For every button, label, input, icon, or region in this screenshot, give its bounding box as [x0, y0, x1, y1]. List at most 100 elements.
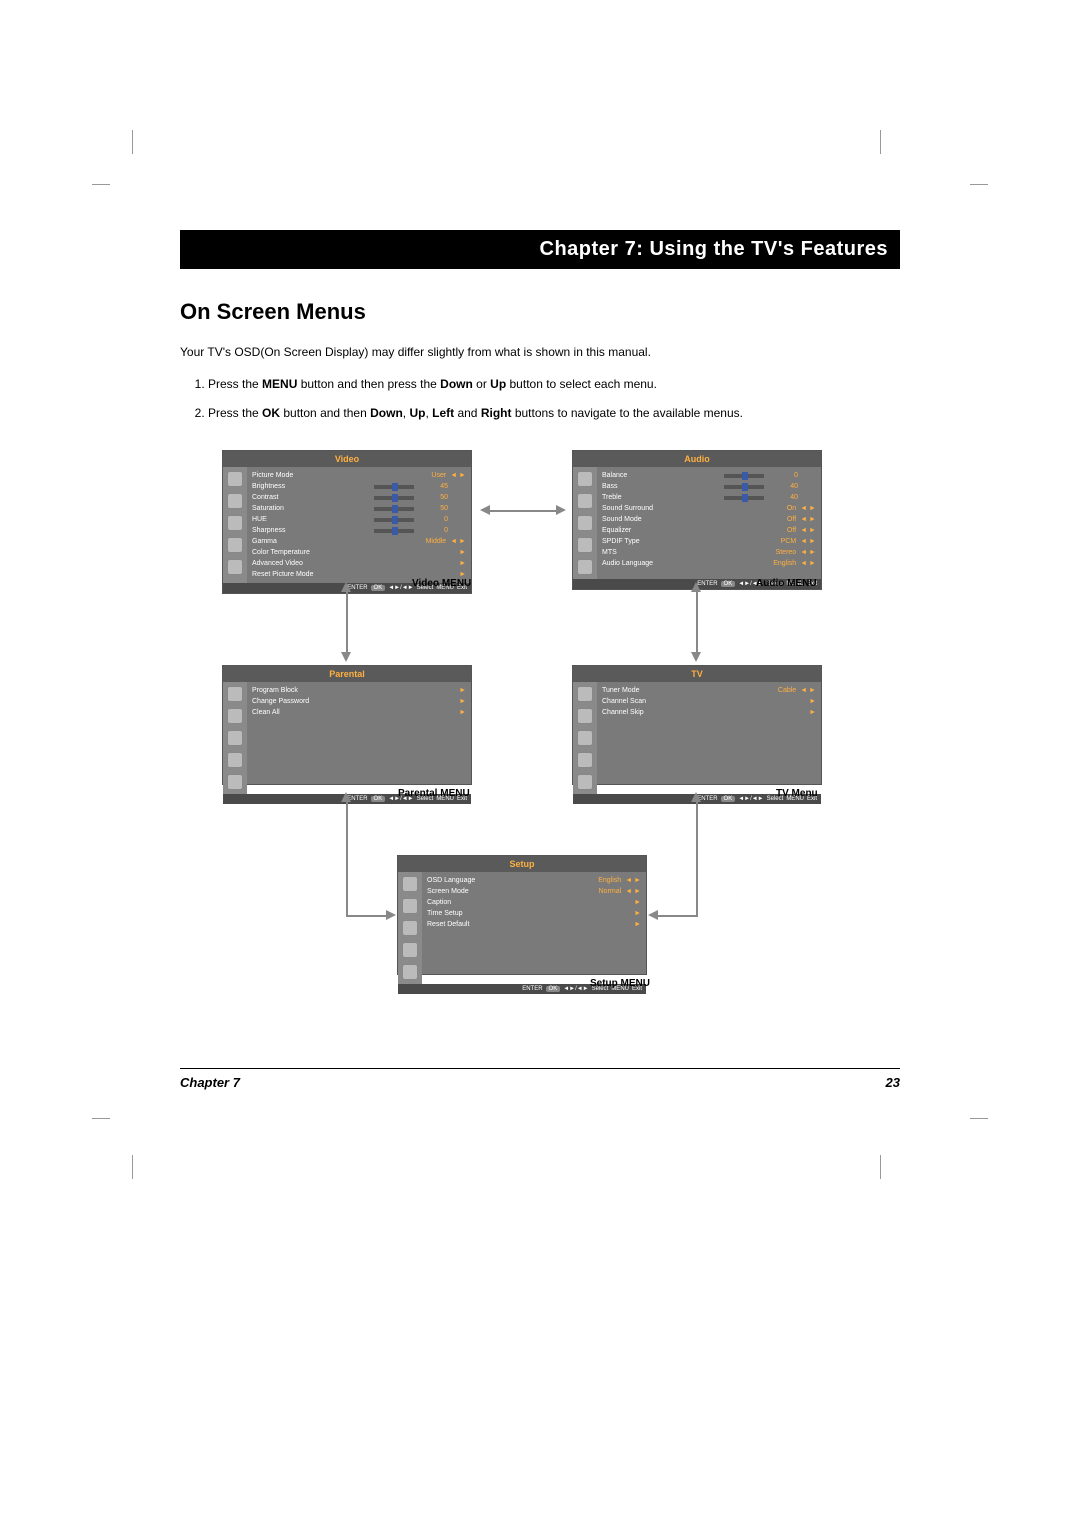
row-label: Sharpness — [252, 525, 370, 536]
parental-caption: Parental MENU — [398, 788, 470, 799]
sidebar-icon — [402, 898, 418, 914]
row-arrows: ► — [452, 547, 466, 558]
osd-menu-row: Sound SurroundOn◄ ► — [602, 503, 816, 514]
instruction-list: Press the MENU button and then press the… — [208, 375, 900, 423]
row-label: Audio Language — [602, 558, 766, 569]
row-label: Clean All — [252, 707, 418, 718]
slider — [374, 518, 414, 522]
slider — [374, 529, 414, 533]
crop-mark — [132, 1155, 133, 1179]
row-arrows: ► — [452, 558, 466, 569]
row-label: Tuner Mode — [602, 685, 766, 696]
crop-mark — [880, 130, 881, 154]
slider — [374, 496, 414, 500]
osd-menu-row: Clean All► — [252, 707, 466, 718]
row-label: Balance — [602, 470, 720, 481]
osd-title: Audio — [573, 451, 821, 467]
row-arrows: ◄ ► — [800, 685, 816, 696]
row-value: 50 — [418, 503, 448, 514]
video-caption: Video MENU — [412, 578, 471, 589]
osd-sidebar — [223, 467, 247, 583]
sidebar-icon — [227, 686, 243, 702]
sidebar-icon — [402, 964, 418, 980]
osd-menu-row: EqualizerOff◄ ► — [602, 525, 816, 536]
connector — [490, 510, 556, 512]
row-label: Bass — [602, 481, 720, 492]
sidebar-icon — [227, 471, 243, 487]
sidebar-icon — [227, 537, 243, 553]
arrowhead-right — [556, 505, 566, 515]
sidebar-icon — [577, 752, 593, 768]
row-arrows: ► — [627, 919, 641, 930]
osd-menu-row: SPDIF TypePCM ◄ ► — [602, 536, 816, 547]
osd-menu-row: Sound ModeOff◄ ► — [602, 514, 816, 525]
row-arrows: ► — [627, 908, 641, 919]
osd-menu-row: Bass 40 — [602, 481, 816, 492]
osd-menu-row: Brightness 45 — [252, 481, 466, 492]
row-arrows: ◄ ► — [800, 558, 816, 569]
row-value: 0 — [768, 470, 798, 481]
row-arrows: ◄ ► — [800, 514, 816, 525]
row-value: Cable — [766, 685, 796, 696]
osd-sidebar — [573, 682, 597, 794]
row-arrows: ◄ ► — [800, 525, 816, 536]
osd-menu-row: Program Block► — [252, 685, 466, 696]
row-value: Normal — [591, 886, 621, 897]
osd-menu-row: Change Password ► — [252, 696, 466, 707]
sidebar-icon — [577, 493, 593, 509]
row-label: Saturation — [252, 503, 370, 514]
row-label: Screen Mode — [427, 886, 591, 897]
tv-caption: TV Menu — [776, 788, 818, 799]
row-arrows: ► — [802, 696, 816, 707]
arrowhead-left — [480, 505, 490, 515]
crop-mark — [970, 1118, 988, 1119]
row-arrows: ► — [452, 696, 466, 707]
row-label: Gamma — [252, 536, 416, 547]
slider — [724, 474, 764, 478]
row-value: 0 — [418, 525, 448, 536]
connector — [696, 592, 698, 652]
row-arrows: ◄ ► — [800, 536, 816, 547]
row-arrows: ◄ ► — [450, 470, 466, 481]
slider — [374, 507, 414, 511]
osd-menu-row: Color Temperature► — [252, 547, 466, 558]
sidebar-icon — [402, 942, 418, 958]
sidebar-icon — [577, 686, 593, 702]
section-title: On Screen Menus — [180, 299, 900, 325]
osd-sidebar — [573, 467, 597, 579]
sidebar-icon — [227, 752, 243, 768]
connector — [346, 802, 348, 917]
row-label: Brightness — [252, 481, 370, 492]
row-value: 45 — [418, 481, 448, 492]
osd-menu-row: Sharpness 0 — [252, 525, 466, 536]
row-label: OSD Language — [427, 875, 591, 886]
arrowhead-up — [691, 792, 701, 802]
row-label: Reset Default — [427, 919, 593, 930]
osd-menu-row: Treble40 — [602, 492, 816, 503]
row-label: Reset Picture Mode — [252, 569, 418, 580]
osd-sidebar — [223, 682, 247, 794]
footer-chapter: Chapter 7 — [180, 1075, 240, 1090]
slider — [724, 496, 764, 500]
osd-title: Parental — [223, 666, 471, 682]
osd-title: Video — [223, 451, 471, 467]
connector — [696, 802, 698, 917]
osd-menu-row: Tuner ModeCable ◄ ► — [602, 685, 816, 696]
row-value: 40 — [768, 481, 798, 492]
sidebar-icon — [577, 559, 593, 575]
osd-menu-row: Advanced Video► — [252, 558, 466, 569]
sidebar-icon — [227, 708, 243, 724]
row-label: Program Block — [252, 685, 418, 696]
sidebar-icon — [577, 730, 593, 746]
row-label: Change Password — [252, 696, 418, 707]
row-value: PCM — [766, 536, 796, 547]
row-label: Time Setup — [427, 908, 593, 919]
crop-mark — [880, 1155, 881, 1179]
osd-menu-row: MTSStereo◄ ► — [602, 547, 816, 558]
row-label: Caption — [427, 897, 593, 908]
arrowhead-down — [691, 652, 701, 662]
row-label: SPDIF Type — [602, 536, 766, 547]
audio-osd-card: Audio Balance 0 Bass 40Treble40Sound Surroun… — [572, 450, 822, 590]
row-label: Picture Mode — [252, 470, 416, 481]
arrowhead-up — [691, 582, 701, 592]
